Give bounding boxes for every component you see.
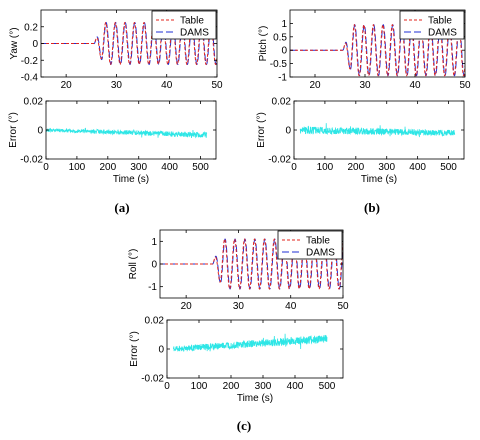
x-tick-label: 200 [347,162,364,173]
legend-label-dams: DAMS [306,248,335,259]
x-tick-label: 20 [181,301,193,312]
y-tick-label: 0.02 [272,97,292,108]
legend-label-dams: DAMS [428,28,457,39]
y-tick-label: -0.02 [141,374,164,385]
error-band [46,127,208,139]
x-tick-label: 200 [99,162,116,173]
y-tick-label: 0.5 [273,32,287,43]
y-tick-label: 0 [281,46,287,57]
y-tick-label: -1 [148,282,157,293]
x-tick-label: 300 [378,162,395,173]
y-tick-label: -0.02 [268,155,291,166]
series-line-table [290,24,465,77]
y-tick-label: 0.02 [24,97,44,108]
caption-b: (b) [364,200,380,215]
y-axis-label: Error (°) [129,331,140,367]
caption-a: (a) [114,200,129,215]
x-tick-label: 30 [359,80,371,91]
y-tick-label: 0 [32,39,38,50]
x-tick-label: 30 [111,80,123,91]
x-tick-label: 50 [211,80,223,91]
y-tick-label: -0.4 [21,73,39,84]
x-tick-label: 500 [319,381,336,392]
x-axis-label: Time (s) [237,393,273,404]
legend-label-table: Table [180,16,204,27]
series-line-dams [41,21,217,66]
y-axis-label: Roll (°) [128,249,139,280]
series-line-table [41,21,217,66]
legend-label-dams: DAMS [180,28,209,39]
x-tick-label: 20 [309,80,321,91]
axes-frame [289,9,466,78]
x-tick-label: 30 [233,301,245,312]
y-tick-label: 0 [37,126,43,137]
legend-label-table: Table [428,16,452,27]
y-tick-label: -0.2 [21,56,39,67]
x-tick-label: 0 [291,162,297,173]
y-tick-label: 1 [151,237,157,248]
x-tick-label: 40 [161,80,173,91]
y-tick-label: 0 [151,260,157,271]
x-tick-label: 400 [409,162,426,173]
x-tick-label: 500 [440,162,457,173]
x-tick-label: 50 [459,80,471,91]
legend-box [151,10,217,40]
legend-box [399,10,465,40]
x-tick-label: 40 [285,301,297,312]
x-tick-label: 500 [192,162,209,173]
y-axis-label: Error (°) [8,112,19,148]
y-tick-label: 0 [158,345,164,356]
x-tick-label: 400 [287,381,304,392]
x-tick-label: 50 [337,301,349,312]
x-tick-label: 100 [317,162,334,173]
x-tick-label: 40 [409,80,421,91]
y-axis-label: Yaw (°) [9,27,20,59]
x-axis-label: Time (s) [113,174,149,185]
x-tick-label: 20 [61,80,73,91]
y-tick-label: 1 [281,19,287,30]
y-axis-label: Pitch (°) [258,26,269,62]
y-tick-label: 0.02 [145,316,165,327]
caption-c: (c) [237,418,251,433]
x-tick-label: 0 [164,381,170,392]
x-tick-label: 400 [161,162,178,173]
y-tick-label: -0.02 [20,155,43,166]
error-band [173,333,328,353]
y-tick-label: 0.2 [24,22,38,33]
y-axis-label: Error (°) [256,112,267,148]
error-band [299,123,456,138]
x-tick-label: 0 [43,162,49,173]
y-tick-label: 0 [285,126,291,137]
x-tick-label: 300 [255,381,272,392]
x-tick-label: 100 [191,381,208,392]
x-axis-label: Time (s) [361,174,397,185]
y-tick-label: -0.5 [270,59,288,70]
legend-box [277,230,343,260]
x-tick-label: 100 [69,162,86,173]
x-tick-label: 200 [223,381,240,392]
x-tick-label: 300 [130,162,147,173]
legend-label-table: Table [306,236,330,247]
y-tick-label: -1 [278,73,287,84]
